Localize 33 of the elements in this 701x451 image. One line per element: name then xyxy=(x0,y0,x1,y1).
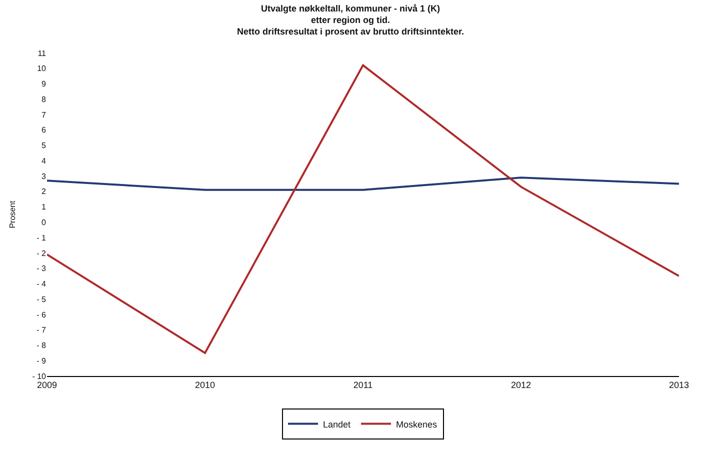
y-tick-label: 4 xyxy=(42,156,47,166)
y-tick-label: 9 xyxy=(42,80,47,89)
y-tick-label: - 1 xyxy=(36,233,47,242)
y-tick-label: - 2 xyxy=(36,248,47,258)
x-tick-label: 2012 xyxy=(510,380,532,390)
y-tick-label: - 9 xyxy=(36,356,47,366)
y-tick-label: - 7 xyxy=(36,326,47,335)
y-tick-label: 6 xyxy=(42,126,47,135)
line-series xyxy=(47,64,679,354)
y-tick-label: 7 xyxy=(42,110,47,120)
x-tick-label: 2009 xyxy=(36,380,58,390)
y-tick-label: 5 xyxy=(42,141,47,150)
legend-label: Moskenes xyxy=(396,419,438,430)
y-tick-label: 11 xyxy=(38,48,47,58)
y-tick-label: 1 xyxy=(42,202,47,212)
legend-label: Landet xyxy=(323,419,352,430)
y-tick-label: 10 xyxy=(37,64,47,74)
y-axis-title: Prosent xyxy=(8,200,17,228)
y-tick-label: - 4 xyxy=(36,280,47,289)
y-tick-label: - 3 xyxy=(36,264,47,274)
y-tick-label: - 10 xyxy=(32,372,47,381)
y-tick-label: - 8 xyxy=(36,341,47,350)
x-tick-label: 2013 xyxy=(668,380,690,390)
y-tick-label: 2 xyxy=(42,187,47,196)
chart-title: Utvalgte nøkkeltall, kommuner - nivå 1 (K) etter region og tid. Netto driftsresultat i prosent av brutto driftsinntekter. xyxy=(236,3,464,37)
y-tick-label: 8 xyxy=(42,94,47,104)
y-tick-label: - 6 xyxy=(36,310,47,320)
x-tick-label: 2010 xyxy=(194,380,216,390)
y-tick-label: - 5 xyxy=(36,294,47,304)
y-tick-label: 0 xyxy=(42,218,47,227)
y-tick-label: 3 xyxy=(42,172,47,181)
line-series xyxy=(47,176,679,191)
x-tick-label: 2011 xyxy=(353,380,373,390)
